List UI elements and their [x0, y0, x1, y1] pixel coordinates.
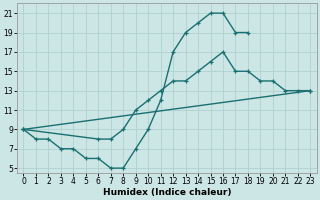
- X-axis label: Humidex (Indice chaleur): Humidex (Indice chaleur): [103, 188, 231, 197]
